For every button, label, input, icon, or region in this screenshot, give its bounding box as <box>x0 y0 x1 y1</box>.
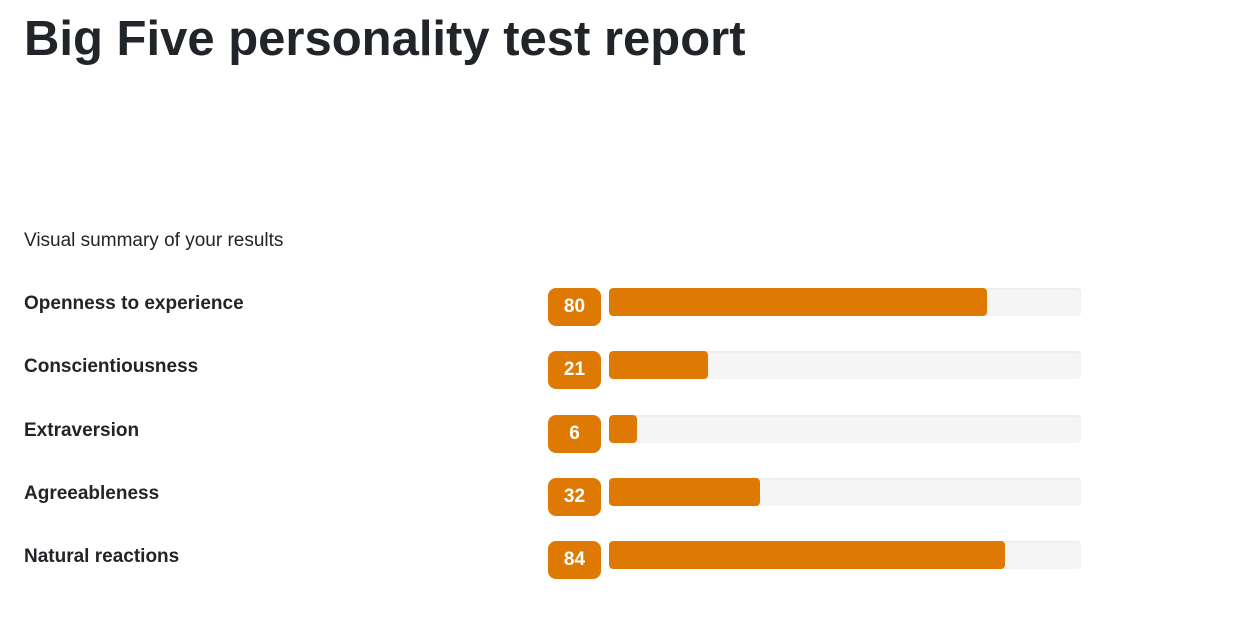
trait-row-natural-reactions: Natural reactions 84 <box>0 541 1242 581</box>
trait-label-openness: Openness to experience <box>24 293 244 314</box>
trait-row-agreeableness: Agreeableness 32 <box>0 478 1242 518</box>
bar-fill-natural-reactions <box>609 541 1006 569</box>
bar-fill-agreeableness <box>609 478 761 506</box>
score-badge-extraversion: 6 <box>548 415 601 453</box>
trait-label-extraversion: Extraversion <box>24 420 140 441</box>
bar-fill-openness <box>609 288 987 316</box>
score-badge-openness: 80 <box>548 288 601 326</box>
score-badge-agreeableness: 32 <box>548 478 601 516</box>
bar-fill-extraversion <box>609 415 638 443</box>
trait-row-conscientiousness: Conscientiousness 21 <box>0 351 1242 391</box>
bar-track-conscientiousness <box>609 351 1081 379</box>
bar-track-openness <box>609 288 1081 316</box>
trait-row-extraversion: Extraversion 6 <box>0 415 1242 455</box>
score-badge-natural-reactions: 84 <box>548 541 601 579</box>
bar-track-extraversion <box>609 415 1081 443</box>
summary-label: Visual summary of your results <box>24 230 284 251</box>
trait-label-conscientiousness: Conscientiousness <box>24 356 199 377</box>
trait-label-natural-reactions: Natural reactions <box>24 546 180 567</box>
trait-row-openness: Openness to experience 80 <box>0 288 1242 328</box>
bar-track-natural-reactions <box>609 541 1081 569</box>
score-badge-conscientiousness: 21 <box>548 351 601 389</box>
trait-label-agreeableness: Agreeableness <box>24 483 160 504</box>
bar-fill-conscientiousness <box>609 351 709 379</box>
bar-track-agreeableness <box>609 478 1081 506</box>
page-title: Big Five personality test report <box>24 12 746 66</box>
